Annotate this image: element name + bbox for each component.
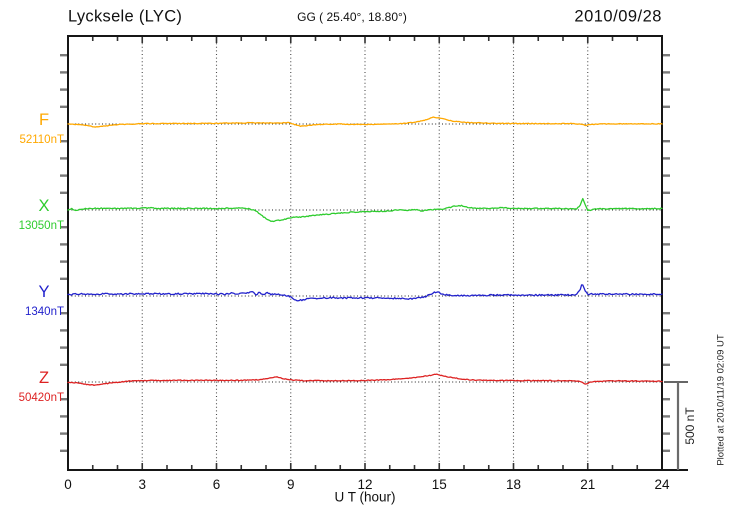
plotted-at-note: Plotted at 2010/11/19 02:09 UT [715, 334, 727, 466]
series-baseline-value-X: 13050nT [19, 220, 64, 232]
geographic-coords-label: GG ( 25.40°, 18.80°) [297, 10, 407, 24]
hour-tick-label-3: 3 [138, 477, 146, 492]
hour-tick-label-0: 0 [64, 477, 72, 492]
trace-Y [67, 284, 663, 302]
trace-X [67, 197, 663, 223]
hour-tick-label-15: 15 [432, 477, 447, 492]
hour-tick-label-9: 9 [287, 477, 295, 492]
series-baseline-value-Y: 1340nT [25, 306, 64, 318]
series-label-F: F [39, 111, 49, 129]
trace-F [67, 116, 663, 128]
series-label-X: X [38, 197, 49, 215]
hour-tick-label-12: 12 [357, 477, 372, 492]
station-title: Lycksele (LYC) [68, 7, 183, 26]
trace-Z [67, 373, 663, 387]
series-label-Z: Z [39, 369, 49, 387]
x-axis-title: U T (hour) [334, 489, 396, 505]
plot-frame [67, 35, 663, 471]
date-label: 2010/09/28 [574, 7, 662, 26]
series-baseline-value-Z: 50420nT [19, 392, 64, 404]
hour-tick-label-18: 18 [506, 477, 521, 492]
hour-tick-label-24: 24 [654, 477, 670, 492]
hour-tick-label-21: 21 [580, 477, 595, 492]
series-label-Y: Y [38, 283, 49, 301]
scale-bar-label: 500 nT [683, 407, 697, 445]
series-baseline-value-F: 52110nT [19, 134, 64, 146]
hour-tick-label-6: 6 [213, 477, 221, 492]
